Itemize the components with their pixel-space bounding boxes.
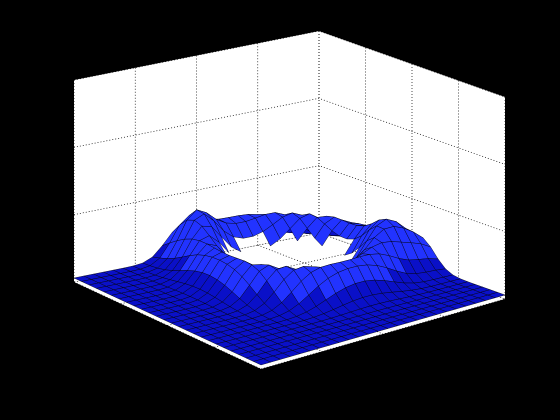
axes-grid: [73, 30, 506, 299]
surface-patch: [289, 218, 308, 242]
surface-patch: [252, 358, 272, 366]
floor-grid-line: [73, 281, 262, 370]
surface-patch: [262, 224, 281, 247]
grid-line: [73, 165, 506, 232]
surface-mesh: [73, 209, 506, 366]
grid-line: [73, 97, 506, 165]
grid-line: [73, 30, 506, 98]
floor-grid-line: [260, 298, 506, 370]
